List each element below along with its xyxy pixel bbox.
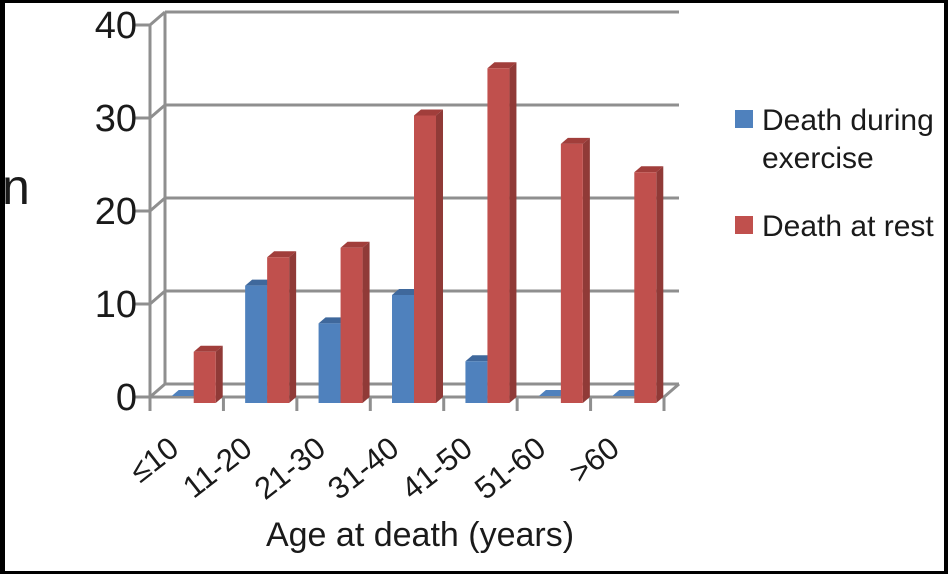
bar-death-at-rest-60-top: [634, 166, 664, 173]
bars: [171, 62, 664, 403]
bar-death-at-rest-60: [634, 166, 664, 403]
bar-death-at-rest-41-50-top: [487, 62, 517, 69]
bar-death-at-rest-41-50: [487, 62, 517, 403]
bar-death-during-exercise-31-40-top: [392, 289, 422, 296]
x-tick-label: 41-50: [395, 430, 479, 506]
bar-death-at-rest-21-30-top: [340, 241, 370, 248]
y-tick-label: 30: [95, 98, 137, 140]
bar-death-at-rest-11-20-front: [267, 257, 290, 403]
frame-border-bottom: [0, 571, 948, 574]
y-tick-label: 20: [95, 191, 137, 233]
legend-item-death-during-exercise: Death during exercise: [735, 102, 943, 178]
frame-border-right: [944, 0, 948, 574]
bar-death-at-rest-21-30-side: [362, 241, 370, 403]
bar-death-at-rest-60-side: [656, 166, 664, 403]
gridline-jog: [149, 103, 166, 120]
bar-death-during-exercise-51-60-flat: [538, 390, 568, 396]
bar-death-during-exercise-60-flat: [612, 390, 642, 396]
bar-death-at-rest-31-40-side: [436, 109, 444, 403]
bar-death-at-rest-10-front: [193, 351, 216, 403]
bar-death-at-rest-11-20: [267, 251, 297, 403]
gridline-jog: [149, 196, 166, 213]
y-tick-label: 40: [95, 5, 137, 47]
bar-death-at-rest-31-40: [414, 109, 444, 403]
bar-death-at-rest-10-side: [215, 345, 223, 403]
bar-death-during-exercise-21-30-top: [318, 317, 348, 324]
legend-label: Death at rest: [762, 210, 934, 243]
legend-item-death-at-rest: Death at rest: [735, 208, 947, 246]
bar-death-at-rest-51-60-side: [582, 137, 590, 403]
x-tick-label: 51-60: [468, 430, 552, 506]
x-axis-title: Age at death (years): [265, 516, 575, 554]
x-tick-label: 21-30: [248, 430, 332, 506]
y-tick-label: 10: [95, 284, 137, 326]
x-tick-label: ≤10: [123, 430, 185, 489]
bar-death-at-rest-31-40-front: [414, 115, 437, 403]
floor-corner: [663, 382, 680, 399]
x-tick-label: 11-20: [176, 430, 258, 505]
y-tick-labels: 0 10 20 30 40: [95, 5, 137, 419]
y-axis-title: n: [2, 159, 30, 215]
bar-death-at-rest-21-30: [340, 241, 370, 403]
bar-death-at-rest-31-40-top: [414, 109, 444, 116]
bar-death-during-exercise-10-flat: [171, 390, 201, 396]
x-tick-label: 31-40: [321, 430, 405, 506]
frame-border-left: [0, 0, 5, 574]
bar-death-at-rest-10-top: [193, 345, 223, 352]
bar-death-at-rest-41-50-front: [487, 68, 510, 403]
bar-death-during-exercise-51-60: [538, 390, 568, 396]
bar-death-during-exercise-41-50-top: [465, 355, 495, 362]
gridline-jog: [149, 382, 166, 399]
legend-swatch-blue: [735, 110, 753, 128]
bar-death-during-exercise-11-20-top: [245, 279, 275, 286]
bar-death-during-exercise-31-40-front: [392, 295, 415, 403]
frame-border-top: [0, 0, 948, 3]
bar-death-during-exercise-10: [171, 390, 201, 396]
bar-death-during-exercise-21-30-front: [318, 323, 341, 403]
bar-death-at-rest-51-60-front: [560, 143, 583, 403]
gridline-jog: [149, 10, 166, 27]
x-tick-label: >60: [563, 430, 626, 490]
gridline-jog: [149, 289, 166, 306]
bar-death-during-exercise-60: [612, 390, 642, 396]
bar-death-at-rest-51-60: [560, 137, 590, 403]
bar-death-at-rest-41-50-side: [509, 62, 517, 403]
bar-death-at-rest-11-20-side: [289, 251, 297, 403]
legend-label: Death during exercise: [762, 104, 934, 176]
bar-death-at-rest-21-30-front: [340, 247, 363, 403]
bar-death-during-exercise-41-50-front: [465, 361, 488, 403]
y-tick-label: 0: [116, 377, 137, 419]
bar-death-at-rest-11-20-top: [267, 251, 297, 258]
bar-death-at-rest-51-60-top: [560, 137, 590, 144]
bar-death-at-rest-10: [193, 345, 223, 403]
legend-swatch-red: [735, 216, 753, 234]
bar-death-during-exercise-11-20-front: [245, 285, 268, 403]
bar-death-at-rest-60-front: [634, 172, 657, 403]
